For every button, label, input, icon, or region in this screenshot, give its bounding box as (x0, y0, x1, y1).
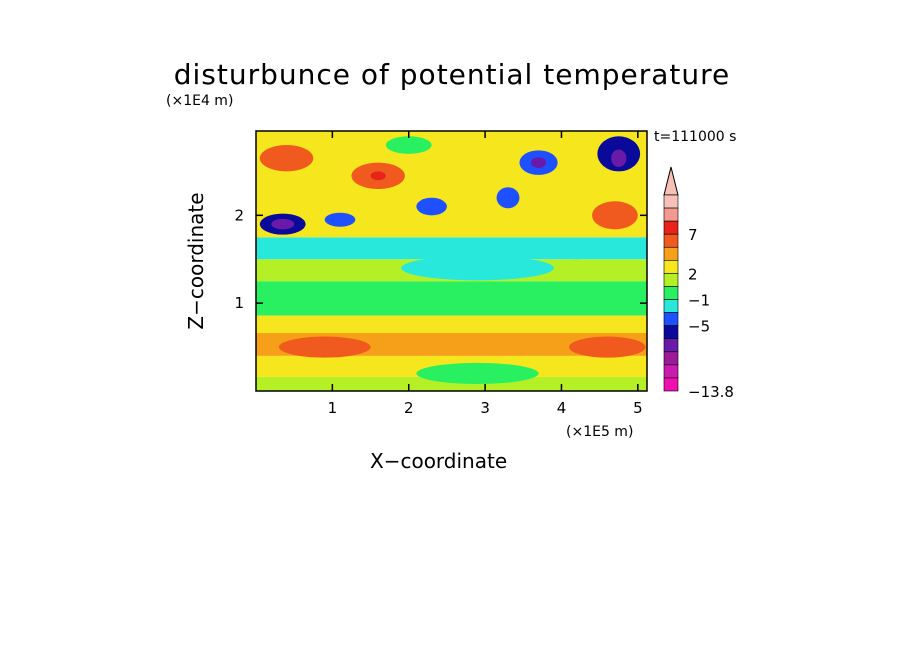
contour-blob-12 (416, 362, 539, 384)
axis-ticks: 1 2 3 4 5 1 2 (234, 131, 647, 417)
colorbar-swatch-11 (663, 338, 679, 353)
contour-blob-18 (557, 241, 596, 260)
contour-band-7 (256, 131, 647, 238)
contour-blob-1 (271, 218, 295, 230)
colorbar-label-1: 2 (688, 265, 698, 283)
contour-blob-17 (385, 136, 432, 154)
colorbar-swatch-2 (663, 220, 679, 235)
contour-blob-16 (324, 212, 356, 227)
contour-blob-10 (278, 336, 371, 358)
colorbar-label-4: −13.8 (688, 383, 734, 401)
colorbar-swatch-1 (663, 207, 679, 222)
colorbar-label-0: 7 (688, 226, 698, 244)
contour-blob-15 (496, 187, 520, 209)
colorbar-swatch-4 (663, 246, 679, 261)
y-tick-label-1: 1 (234, 294, 244, 312)
contour-blob-2 (259, 145, 314, 172)
x-tick-label-3: 3 (480, 399, 490, 417)
contour-band-6 (256, 237, 647, 260)
colorbar-swatch-5 (663, 260, 679, 274)
x-tick-label-4: 4 (557, 399, 567, 417)
x-tick-label-2: 2 (404, 399, 414, 417)
colorbar-label-2: −1 (688, 292, 710, 310)
contour-band-0 (256, 376, 647, 391)
colorbar-swatch-13 (663, 364, 679, 379)
x-tick-label-5: 5 (633, 399, 643, 417)
colorbar-swatch-8 (663, 299, 679, 313)
time-label: t=111000 s (654, 129, 737, 145)
contour-field (256, 131, 647, 391)
colorbar-swatch-14 (663, 377, 679, 392)
contour-blob-6 (611, 149, 627, 168)
x-tick-label-1: 1 (328, 399, 338, 417)
x-unit-label: (×1E5 m) (566, 424, 634, 440)
contour-band-4 (256, 281, 647, 316)
colorbar-swatch-9 (663, 312, 679, 326)
colorbar-label-3: −5 (688, 318, 710, 336)
colorbar-swatch-0 (663, 194, 679, 209)
x-axis-label: X−coordinate (370, 449, 508, 473)
contour-blob-14 (416, 197, 447, 216)
colorbar-swatch-12 (663, 351, 679, 366)
contour-blob-13 (401, 255, 554, 281)
contour-band-3 (256, 315, 647, 334)
contour-blob-9 (530, 157, 547, 168)
colorbar-extend-arrow (663, 166, 679, 196)
y-unit-label: (×1E4 m) (166, 93, 234, 109)
contour-blob-7 (592, 201, 638, 230)
colorbar-swatch-3 (663, 233, 679, 248)
colorbar-swatch-7 (663, 286, 679, 300)
contour-blob-11 (569, 336, 646, 358)
contour-blob-4 (370, 171, 386, 181)
colorbar-swatch-10 (663, 325, 679, 340)
y-tick-label-2: 2 (234, 206, 244, 224)
chart-title: disturbunce of potential temperature (173, 58, 731, 91)
plot-frame (255, 130, 648, 392)
colorbar-swatch-6 (663, 273, 679, 287)
colorbar: 7 2 −1 −5 −13.8 (663, 166, 734, 401)
